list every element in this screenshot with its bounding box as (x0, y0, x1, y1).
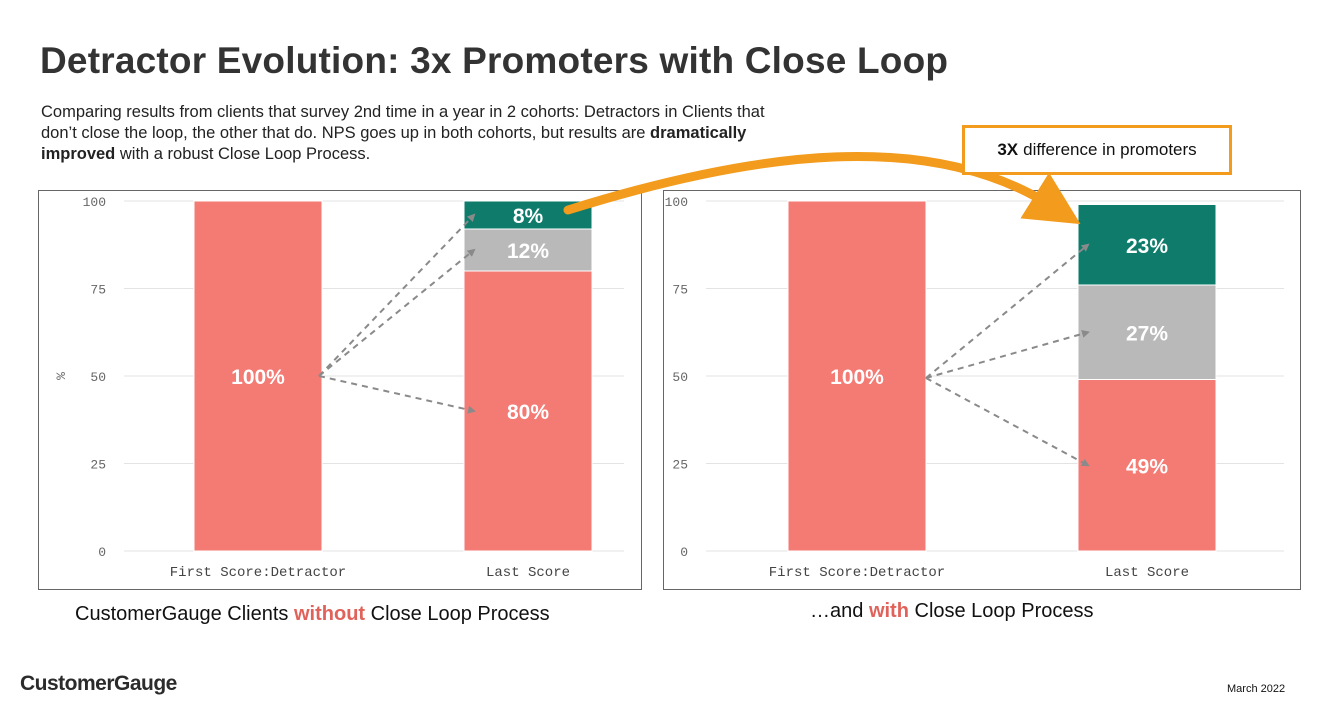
bar-segment (463, 228, 593, 272)
data-label: 100% (231, 366, 285, 389)
y-tick-label: 25 (672, 458, 688, 473)
flow-arrow (925, 377, 1090, 467)
y-tick-label: 75 (672, 283, 688, 298)
bar-segment (1077, 204, 1217, 286)
x-category-label: First Score:Detractor (170, 565, 346, 581)
data-label: 8% (513, 205, 544, 228)
caption-with-close-loop: …and with Close Loop Process (810, 600, 1093, 623)
caption-right-start: …and (810, 600, 869, 622)
y-tick-label: 25 (90, 458, 106, 473)
y-tick-label: 0 (98, 545, 106, 560)
data-label: 49% (1126, 455, 1168, 478)
y-tick-label: 75 (90, 283, 106, 298)
callout-emphasis: 3X (997, 140, 1019, 159)
y-tick-label: 0 (680, 545, 688, 560)
flow-arrow (925, 330, 1090, 379)
data-label: 27% (1126, 322, 1168, 345)
y-tick-label: 50 (672, 370, 688, 385)
caption-left-accent: without (293, 603, 366, 625)
data-label: 80% (507, 401, 549, 424)
bar-segment (463, 270, 593, 552)
chart-without-close-loop: 0 25 50 75 100% 100% First Score:Detractor 80% 1… (54, 195, 624, 581)
report-date: March 2022 (1227, 683, 1286, 695)
x-category-label: Last Score (1105, 565, 1189, 581)
y-tick-label: 100 (83, 195, 106, 210)
callout-text: difference in promoters (1023, 140, 1197, 159)
data-label: 12% (507, 240, 549, 263)
bar-segment (1077, 284, 1217, 380)
caption-left-start: CustomerGauge Clients (75, 603, 294, 625)
chart-panel-without-close-loop: 0 25 50 75 100% 100% First Score:Detractor 80% 1… (38, 190, 642, 590)
y-tick-label: 100 (665, 195, 688, 210)
promoters-callout-box: 3X difference in promoters (962, 125, 1232, 175)
caption-right-end: Close Loop Process (908, 600, 1094, 622)
subtitle-text-end: with a robust Close Loop Process. (115, 145, 371, 163)
bar-segment (193, 200, 323, 552)
x-category-label: First Score:Detractor (769, 565, 945, 581)
customergauge-logo: CustomerGauge (20, 672, 177, 695)
page-title: Detractor Evolution: 3x Promoters with C… (40, 40, 949, 81)
chart-with-close-loop: 0 25 50 75 100 100% First Score:Detractor 49% 27… (665, 195, 1284, 581)
x-category-label: Last Score (486, 565, 570, 581)
flow-arrow (318, 213, 476, 377)
y-axis-label: % (54, 372, 69, 380)
caption-right-accent: with (868, 600, 909, 622)
y-tick-label: 50 (90, 370, 106, 385)
flow-arrow (318, 248, 476, 377)
subtitle-emphasis: dramatically improved (41, 124, 747, 163)
flow-arrow (925, 243, 1090, 379)
chart-panel-with-close-loop: 0 25 50 75 100 100% First Score:Detractor 49% 27… (663, 190, 1301, 590)
data-label: 23% (1126, 235, 1168, 258)
data-label: 100% (830, 366, 884, 389)
subtitle-text-start: Comparing results from clients that surv… (41, 103, 765, 142)
caption-left-end: Close Loop Process (365, 603, 550, 625)
page-subtitle: Comparing results from clients that surv… (41, 102, 801, 165)
bar-segment (1077, 379, 1217, 552)
caption-without-close-loop: CustomerGauge Clients without Close Loop… (75, 603, 550, 626)
flow-arrow (318, 375, 476, 414)
